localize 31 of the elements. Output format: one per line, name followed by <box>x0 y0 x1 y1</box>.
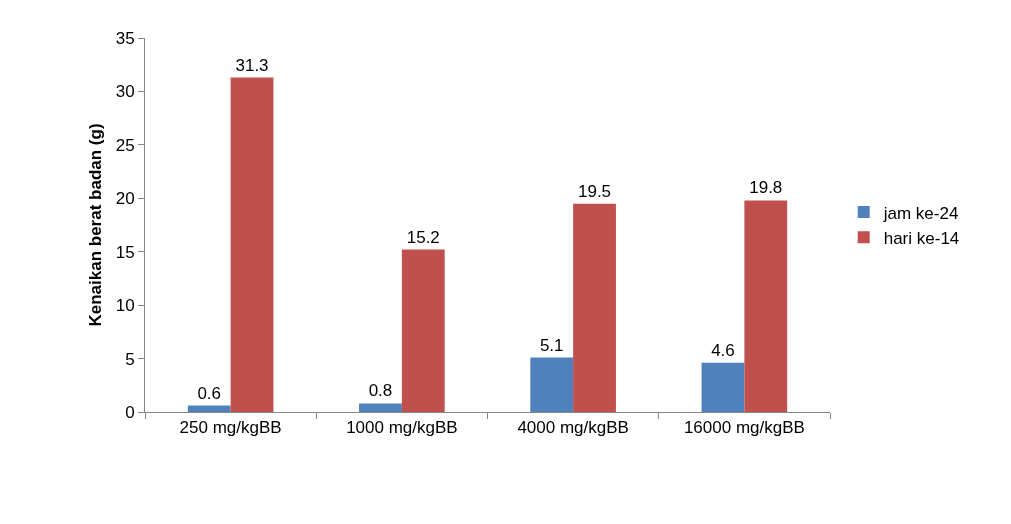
legend-label: jam ke-24 <box>882 203 959 223</box>
legend-label: hari ke-14 <box>883 228 960 248</box>
data-label: 4.6 <box>711 340 735 360</box>
data-label: 19.8 <box>749 178 783 198</box>
y-tick-label: 15 <box>115 242 135 262</box>
x-tick-label: 4000 mg/kgBB <box>517 418 629 438</box>
bar <box>230 77 274 412</box>
bar <box>359 403 402 412</box>
x-tick-label: 1000 mg/kgBB <box>346 418 458 438</box>
data-label: 0.8 <box>368 381 393 401</box>
bar <box>744 200 788 412</box>
bar <box>401 249 445 412</box>
x-tick-label: 16000 mg/kgBB <box>683 418 805 438</box>
bar <box>573 203 616 412</box>
y-tick-label: 0 <box>125 402 135 422</box>
y-tick-label: 35 <box>115 28 135 48</box>
y-tick-label: 10 <box>115 296 135 316</box>
data-label: 0.6 <box>197 383 222 403</box>
y-tick-label: 5 <box>125 349 135 369</box>
x-tick-label: 250 mg/kgBB <box>179 418 282 438</box>
y-tick-label: 20 <box>115 189 135 209</box>
data-label: 31.3 <box>235 55 269 75</box>
data-label: 5.1 <box>539 335 564 355</box>
bar <box>530 357 574 412</box>
data-label: 19.5 <box>577 181 612 201</box>
y-axis-title: Kenaikan berat badan (g) <box>86 123 105 327</box>
bar <box>701 362 745 412</box>
y-tick-label: 25 <box>115 135 135 155</box>
data-label: 15.2 <box>406 227 440 247</box>
bar <box>187 405 231 412</box>
y-tick-label: 30 <box>115 82 135 102</box>
